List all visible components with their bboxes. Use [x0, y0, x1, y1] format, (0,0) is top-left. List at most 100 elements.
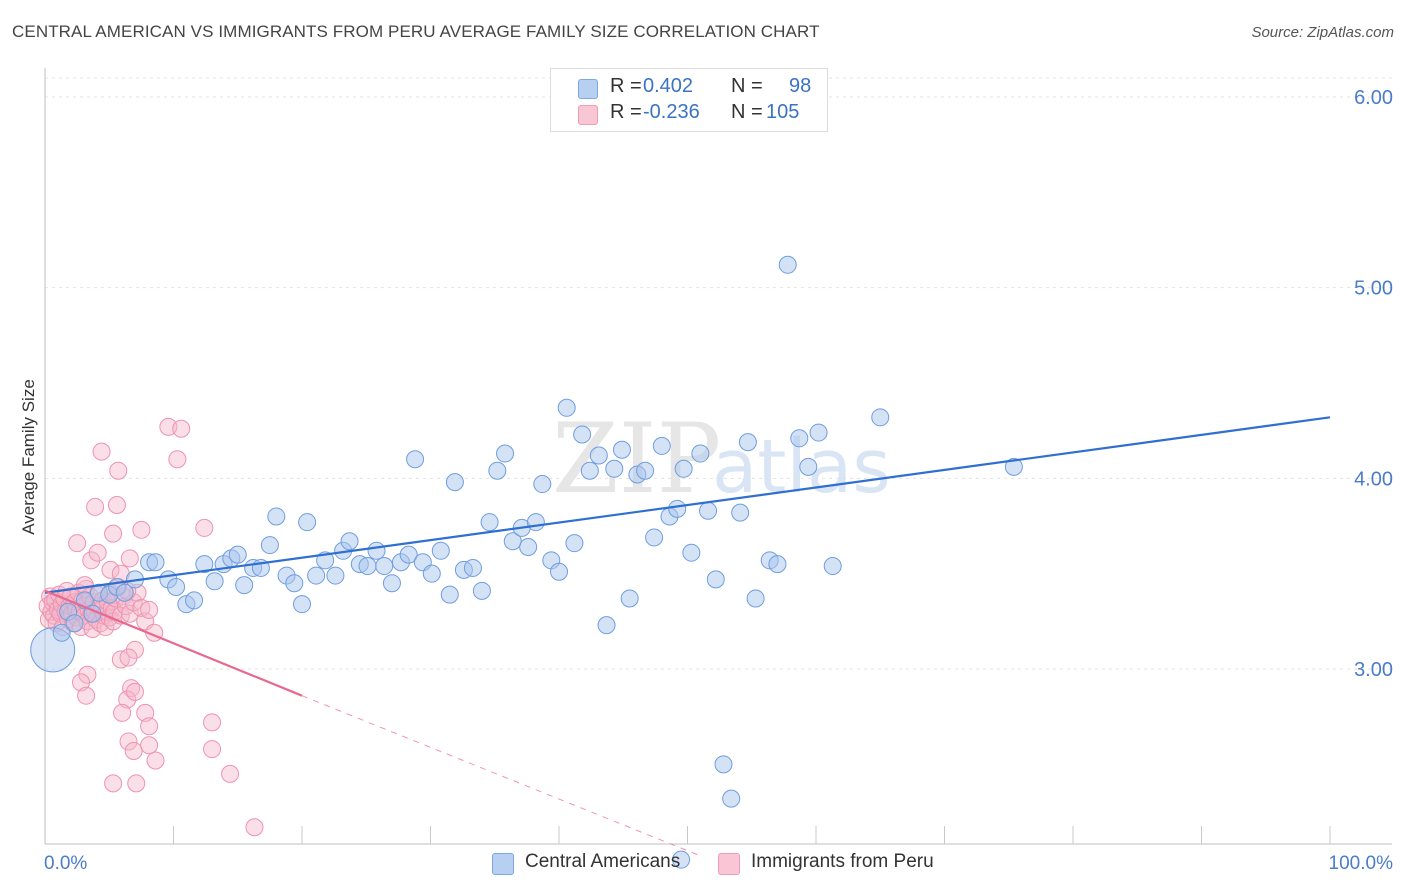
peru-point — [120, 549, 139, 568]
central-american-point — [488, 461, 507, 480]
central-american-point — [589, 446, 608, 465]
peru-point — [104, 774, 123, 793]
central-american-point — [714, 755, 733, 774]
central-american-point — [706, 570, 725, 589]
n-label: N = — [731, 75, 763, 97]
central-american-point — [620, 589, 639, 608]
peru-point — [78, 665, 97, 684]
central-american-point — [298, 513, 317, 532]
y-tick-label: 5.00 — [1354, 278, 1393, 300]
central-american-point — [375, 557, 394, 576]
central-american-point — [652, 436, 671, 455]
central-american-point — [799, 457, 818, 476]
central-american-point — [668, 499, 687, 518]
peru-point — [125, 640, 144, 659]
peru-point — [118, 690, 137, 709]
n-value: 105 — [766, 101, 800, 123]
r-label: R = — [610, 101, 642, 123]
central-american-point — [293, 595, 311, 614]
central-american-point — [597, 616, 616, 635]
peru-trend-extension — [301, 695, 701, 857]
central-american-point — [674, 459, 693, 478]
peru-point — [146, 751, 165, 770]
peru-point — [221, 764, 240, 783]
central-american-point — [1004, 457, 1023, 476]
axes — [44, 68, 1392, 845]
central-american-point — [790, 429, 809, 448]
peru-point — [86, 497, 105, 516]
central-american-point — [691, 444, 710, 463]
peru-point — [125, 682, 144, 701]
x-tick-label-max: 100.0% — [1329, 853, 1394, 874]
peru-point — [82, 551, 101, 570]
peru-point — [111, 650, 130, 669]
central-american-point — [636, 461, 655, 480]
r-value: 0.402 — [643, 75, 694, 97]
central-american-point — [565, 534, 584, 553]
r-label: R = — [610, 75, 642, 97]
central-american-point — [285, 574, 304, 593]
y-tick-label: 3.00 — [1354, 659, 1393, 681]
peru-point — [195, 518, 214, 537]
n-label: N = — [731, 101, 763, 123]
central-american-point — [519, 537, 538, 556]
central-american-point — [358, 557, 377, 576]
pink-swatch — [578, 105, 598, 125]
central-american-point — [185, 591, 204, 610]
correlation-legend: R = 0.402 N = 98 R = -0.236 N = 105 — [550, 68, 828, 132]
central-american-point — [367, 541, 386, 560]
central-american-point — [422, 564, 441, 583]
blue-swatch — [578, 79, 598, 99]
central-american-point — [768, 555, 787, 574]
peru-point — [203, 740, 222, 759]
peru-point — [140, 600, 159, 619]
central-american-point — [580, 461, 599, 480]
central-american-point — [146, 553, 165, 572]
central-american-point — [496, 444, 515, 463]
central-american-point — [228, 545, 247, 564]
peru-point — [140, 717, 159, 736]
central-american-point — [195, 555, 214, 574]
central-american-point — [406, 450, 425, 469]
y-tick-label: 6.00 — [1354, 87, 1393, 109]
central-american-point — [340, 532, 359, 551]
y-axis-label: Average Family Size — [19, 379, 38, 535]
peru-point — [140, 736, 159, 755]
central-american-point — [267, 507, 286, 526]
central-american-point — [526, 513, 545, 532]
peru-point — [88, 543, 107, 562]
central-american-trend-line — [44, 416, 1331, 594]
legend-row-peru: R = -0.236 N = 105 — [551, 101, 827, 127]
peru-point — [109, 461, 128, 480]
central-american-point — [533, 475, 552, 494]
central-american-point — [431, 541, 450, 560]
central-american-point — [871, 408, 890, 427]
central-american-point — [260, 536, 279, 555]
peru-point — [245, 818, 264, 837]
peru-point — [113, 703, 132, 722]
central-american-point — [699, 501, 718, 520]
n-value: 98 — [789, 75, 812, 97]
tick-labels: 3.00 4.00 5.00 6.00 0.0% 100.0% — [44, 87, 1393, 874]
central-american-point — [399, 545, 418, 564]
central-american-point — [167, 578, 186, 597]
central-american-point — [731, 503, 750, 522]
central-american-point — [722, 789, 741, 808]
blue-swatch — [492, 853, 514, 875]
peru-trend-line — [44, 589, 303, 697]
central-american-point — [778, 255, 797, 274]
source-label: Source: ZipAtlas.com — [1251, 24, 1394, 41]
central-american-point — [235, 576, 254, 595]
central-american-point — [605, 459, 624, 478]
peru-point — [71, 673, 90, 692]
trend-lines — [44, 416, 1331, 857]
central-american-point — [52, 623, 71, 642]
central-american-point — [463, 558, 482, 577]
central-american-point — [382, 574, 401, 593]
peru-point — [127, 774, 146, 793]
central-american-point — [809, 423, 828, 442]
legend-label: Immigrants from Peru — [751, 851, 934, 872]
central-american-point — [557, 398, 576, 417]
peru-point — [77, 686, 96, 705]
